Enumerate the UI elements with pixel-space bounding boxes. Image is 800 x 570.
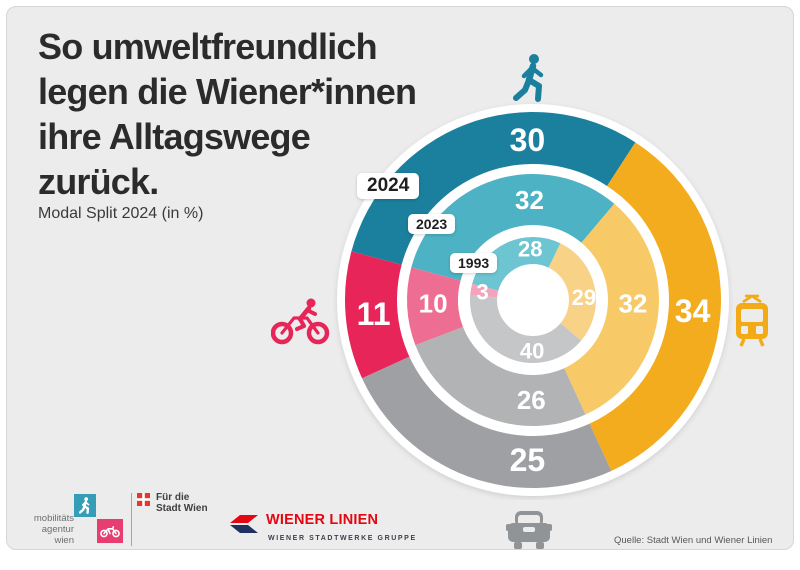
stadt-wien-wordmark: Für die Stadt Wien — [156, 492, 208, 514]
mobilitaetsagentur-pedestrian-icon — [74, 494, 96, 517]
mobilitaetsagentur-line-2: agentur — [41, 524, 74, 535]
ring-2024-value-car: 25 — [510, 442, 546, 478]
page-subtitle: Modal Split 2024 (in %) — [38, 205, 204, 222]
year-label-1993: 1993 — [450, 253, 498, 273]
ring-2024-value-public-transport: 34 — [675, 293, 711, 329]
wiener-stadtwerke-logo — [229, 513, 259, 535]
ring-1993-segment-car — [470, 295, 582, 363]
ring-1993-segment-public-transport — [548, 243, 596, 341]
year-label-2023: 2023 — [408, 214, 456, 234]
mobilitaetsagentur-line-1: mobilitäts — [33, 513, 74, 524]
ring-2023-value-car: 26 — [517, 385, 546, 415]
stadt-wien-flag-icon — [137, 493, 150, 506]
footer-divider — [131, 493, 132, 546]
ring-2023-value-public-transport: 32 — [618, 289, 647, 319]
ring-1993-value-public-transport: 29 — [572, 285, 596, 310]
modal-split-donut-chart: 30 34 25 11 32 32 26 10 28 29 40 3 — [333, 100, 733, 500]
title-line-1: So umweltfreundlich — [38, 26, 378, 67]
ring-2024-segment-bicycle — [345, 251, 410, 379]
title-line-3: ihre Alltagswege — [38, 116, 311, 157]
wiener-stadtwerke-gruppe-label: WIENER STADTWERKE GRUPPE — [268, 535, 417, 542]
ring-1993-segment-pedestrian — [472, 237, 561, 291]
bicycle-icon — [270, 296, 331, 351]
donut-svg: 30 34 25 11 32 32 26 10 28 29 40 3 — [337, 104, 729, 496]
year-label-2024: 2024 — [357, 173, 420, 199]
source-credit: Quelle: Stadt Wien und Wiener Linien — [614, 535, 773, 546]
car-icon — [506, 510, 552, 555]
ring-2024-segment-car — [362, 356, 612, 489]
ring-2024-segment-public-transport — [589, 142, 722, 471]
pedestrian-icon — [513, 53, 551, 110]
ring-2024-value-bicycle: 11 — [357, 296, 391, 332]
ring-2023-value-pedestrian: 32 — [515, 185, 544, 215]
title-line-2: legen die Wiener*innen — [38, 71, 417, 112]
ring-2024-segment-pedestrian — [351, 112, 636, 265]
tram-icon — [732, 293, 772, 352]
mobilitaetsagentur-bicycle-icon — [97, 519, 123, 543]
ring-1993-value-pedestrian: 28 — [518, 237, 542, 262]
ring-2023-segment-public-transport — [564, 203, 659, 415]
ring-1993-segment-bicycle — [470, 283, 499, 298]
page-title: So umweltfreundlich legen die Wiener*inn… — [38, 24, 478, 204]
ring-2024-value-pedestrian: 30 — [510, 122, 546, 158]
ring-1993-value-car: 40 — [520, 339, 544, 364]
stadt-wien-line-2: Stadt Wien — [156, 503, 208, 514]
stadt-wien-line-1: Für die — [156, 492, 190, 503]
mobilitaetsagentur-line-3: wien — [54, 535, 74, 546]
ring-1993-value-bicycle: 3 — [476, 280, 488, 305]
ring-2023-segment-bicycle — [406, 267, 463, 346]
ring-2023-segment-car — [415, 326, 586, 426]
wiener-linien-wordmark: WIENER LINIEN — [266, 512, 379, 528]
title-line-4: zurück. — [38, 161, 159, 202]
ring-2023-value-bicycle: 10 — [419, 289, 448, 319]
mobilitaetsagentur-wordmark: mobilitäts agentur wien — [28, 513, 74, 546]
